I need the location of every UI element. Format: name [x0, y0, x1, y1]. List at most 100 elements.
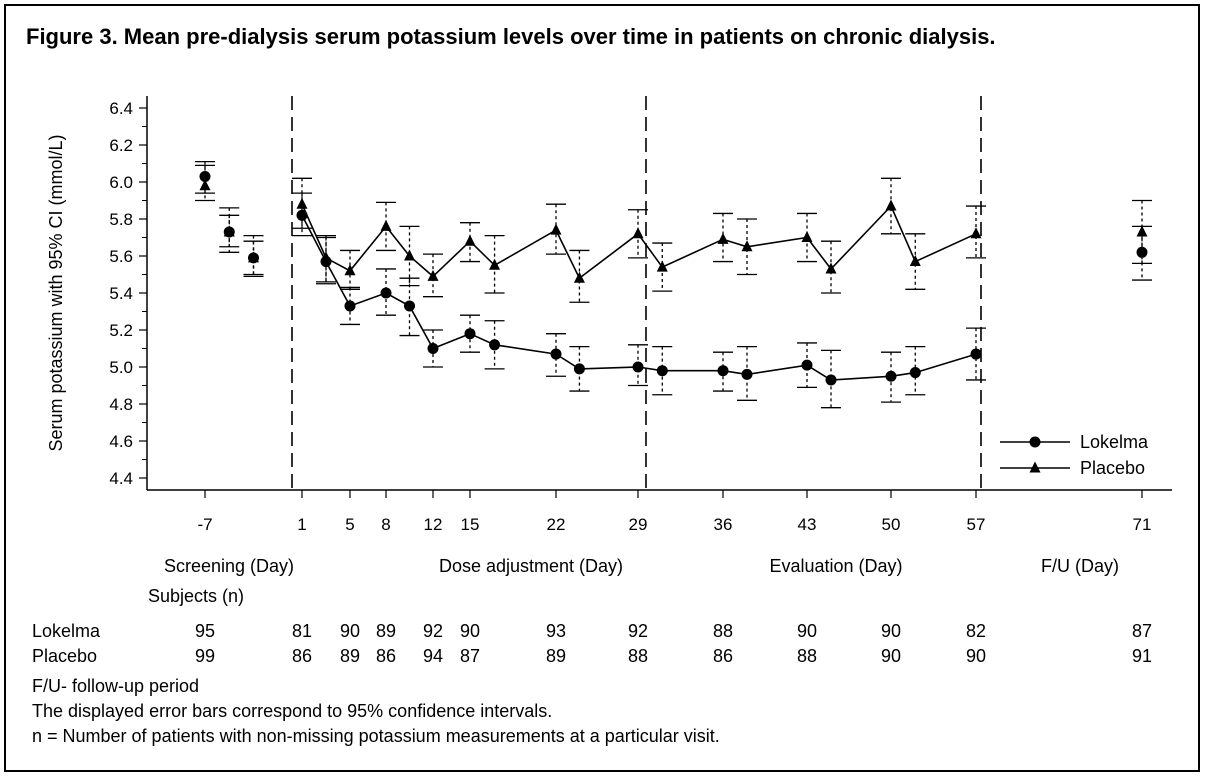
data-point-placebo: [550, 223, 562, 235]
data-point-placebo: [717, 232, 729, 244]
data-point-placebo: [464, 234, 476, 246]
x-tick-label: 29: [629, 515, 648, 534]
subjects-count-lokelma: 90: [797, 621, 817, 641]
y-tick-label: 6.2: [109, 136, 133, 155]
x-tick-label: 22: [547, 515, 566, 534]
subjects-count-lokelma: 87: [1132, 621, 1152, 641]
data-point-placebo: [404, 249, 415, 261]
subjects-count-placebo: 90: [966, 646, 986, 666]
x-tick-label: 57: [967, 515, 986, 534]
y-tick-label: 5.6: [109, 247, 133, 266]
subjects-header: Subjects (n): [148, 586, 244, 606]
data-point-lokelma: [199, 170, 211, 182]
y-tick-label: 6.4: [109, 99, 133, 118]
data-point-lokelma: [573, 363, 585, 375]
subjects-count-placebo: 86: [292, 646, 312, 666]
data-point-lokelma: [489, 339, 501, 351]
data-point-placebo: [223, 225, 235, 237]
data-point-lokelma: [909, 367, 921, 379]
data-point-placebo: [380, 219, 392, 231]
data-point-lokelma: [344, 300, 356, 312]
subjects-count-placebo: 89: [546, 646, 566, 666]
y-tick-label: 6.0: [109, 173, 133, 192]
phase-label: Evaluation (Day): [769, 556, 902, 576]
legend-marker-placebo: [1029, 461, 1041, 473]
x-tick-label: 1: [297, 515, 306, 534]
x-tick-label: 5: [345, 515, 354, 534]
y-tick-label: 4.8: [109, 395, 133, 414]
subjects-count-lokelma: 89: [376, 621, 396, 641]
subjects-count-lokelma: 92: [423, 621, 443, 641]
phase-label: F/U (Day): [1041, 556, 1119, 576]
data-point-placebo: [296, 197, 308, 209]
subjects-count-placebo: 91: [1132, 646, 1152, 666]
subjects-count-placebo: 87: [460, 646, 480, 666]
legend-marker-lokelma: [1029, 436, 1041, 448]
data-point-lokelma: [1136, 246, 1148, 258]
data-point-placebo: [573, 271, 585, 283]
data-point-placebo: [909, 255, 921, 267]
subjects-count-placebo: 88: [797, 646, 817, 666]
subjects-count-placebo: 90: [881, 646, 901, 666]
x-tick-label: -7: [197, 515, 212, 534]
x-tick-label: 43: [798, 515, 817, 534]
legend-label-lokelma: Lokelma: [1080, 432, 1149, 452]
data-point-placebo: [199, 179, 211, 191]
x-tick-label: 8: [381, 515, 390, 534]
subjects-count-lokelma: 81: [292, 621, 312, 641]
data-point-lokelma: [427, 343, 439, 354]
data-point-placebo: [248, 251, 259, 263]
data-point-lokelma: [825, 374, 837, 386]
series-line-placebo: [301, 203, 977, 280]
y-tick-label: 4.6: [109, 432, 133, 451]
y-tick-label: 5.8: [109, 210, 133, 229]
subjects-count-lokelma: 90: [881, 621, 901, 641]
data-point-lokelma: [656, 365, 668, 377]
data-point-lokelma: [717, 365, 729, 377]
data-point-lokelma: [970, 348, 982, 360]
subjects-count-placebo: 86: [713, 646, 733, 666]
y-axis-label: Serum potassium with 95% CI (mmol/L): [46, 134, 66, 451]
data-point-placebo: [427, 269, 439, 281]
phase-label: Dose adjustment (Day): [439, 556, 623, 576]
subjects-count-placebo: 99: [195, 646, 215, 666]
subjects-count-lokelma: 93: [546, 621, 566, 641]
data-point-lokelma: [404, 300, 415, 312]
subjects-count-placebo: 94: [423, 646, 443, 666]
data-point-placebo: [825, 262, 837, 274]
data-point-placebo: [1136, 225, 1148, 237]
subjects-count-lokelma: 90: [340, 621, 360, 641]
data-point-lokelma: [741, 368, 753, 380]
data-point-lokelma: [632, 361, 644, 373]
data-point-lokelma: [380, 287, 392, 299]
data-point-placebo: [320, 251, 332, 263]
subjects-row-label-placebo: Placebo: [32, 646, 97, 666]
subjects-count-lokelma: 92: [628, 621, 648, 641]
subjects-count-placebo: 86: [376, 646, 396, 666]
y-tick-label: 5.0: [109, 358, 133, 377]
subjects-count-lokelma: 95: [195, 621, 215, 641]
figure-title: Figure 3. Mean pre-dialysis serum potass…: [26, 24, 996, 49]
y-tick-label: 5.4: [109, 284, 133, 303]
subjects-count-lokelma: 88: [713, 621, 733, 641]
footnote-error-bars: The displayed error bars correspond to 9…: [32, 701, 553, 721]
subjects-count-placebo: 88: [628, 646, 648, 666]
data-point-lokelma: [885, 370, 897, 382]
subjects-count-lokelma: 90: [460, 621, 480, 641]
data-point-placebo: [801, 231, 813, 242]
x-tick-label: 15: [461, 515, 480, 534]
subjects-count-placebo: 89: [340, 646, 360, 666]
x-tick-label: 50: [882, 515, 901, 534]
subjects-row-label-lokelma: Lokelma: [32, 621, 101, 641]
subjects-count-lokelma: 82: [966, 621, 986, 641]
x-tick-label: 36: [714, 515, 733, 534]
figure-frame: [4, 4, 1200, 772]
legend-label-placebo: Placebo: [1080, 458, 1145, 478]
data-point-placebo: [970, 227, 982, 239]
footnote-fu: F/U- follow-up period: [32, 676, 200, 696]
data-point-placebo: [741, 240, 753, 252]
y-tick-label: 5.2: [109, 321, 133, 340]
data-point-placebo: [632, 227, 644, 239]
footnote-n-definition: n = Number of patients with non-missing …: [32, 726, 720, 746]
